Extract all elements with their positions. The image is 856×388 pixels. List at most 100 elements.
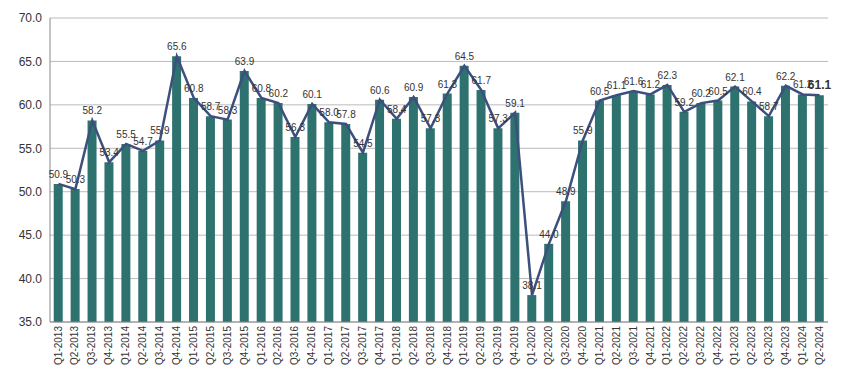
svg-text:65.0: 65.0 [19, 55, 43, 69]
svg-text:64.5: 64.5 [455, 51, 475, 62]
svg-text:60.1: 60.1 [302, 89, 322, 100]
svg-text:60.0: 60.0 [19, 98, 43, 112]
svg-text:53.4: 53.4 [99, 147, 119, 158]
svg-text:58.3: 58.3 [218, 105, 238, 116]
svg-text:65.6: 65.6 [167, 41, 187, 52]
svg-text:60.6: 60.6 [370, 85, 390, 96]
svg-text:54.7: 54.7 [133, 136, 153, 147]
svg-text:Q2-2013: Q2-2013 [69, 326, 80, 365]
svg-text:61.1: 61.1 [808, 78, 832, 92]
svg-text:Q3-2015: Q3-2015 [222, 326, 233, 365]
svg-text:60.4: 60.4 [742, 86, 762, 97]
svg-text:61.3: 61.3 [438, 79, 458, 90]
svg-text:Q2-2019: Q2-2019 [475, 326, 486, 365]
svg-text:Q1-2018: Q1-2018 [391, 326, 402, 365]
svg-text:Q3-2020: Q3-2020 [560, 326, 571, 365]
svg-text:38.1: 38.1 [522, 280, 542, 291]
svg-text:60.8: 60.8 [184, 83, 204, 94]
svg-text:Q1-2014: Q1-2014 [120, 326, 131, 365]
svg-text:Q1-2016: Q1-2016 [256, 326, 267, 365]
svg-text:58.4: 58.4 [387, 104, 407, 115]
svg-text:55.0: 55.0 [19, 142, 43, 156]
svg-text:60.2: 60.2 [269, 88, 289, 99]
svg-text:59.2: 59.2 [674, 96, 694, 108]
svg-text:Q2-2022: Q2-2022 [678, 326, 689, 365]
svg-text:58.0: 58.0 [319, 107, 339, 119]
svg-text:Q2-2021: Q2-2021 [611, 326, 622, 365]
svg-text:55.9: 55.9 [150, 125, 170, 136]
svg-text:58.7: 58.7 [759, 101, 779, 112]
svg-text:60.5: 60.5 [708, 86, 728, 97]
svg-text:Q3-2022: Q3-2022 [695, 326, 706, 365]
svg-text:Q4-2017: Q4-2017 [374, 326, 385, 365]
svg-text:Q2-2020: Q2-2020 [543, 326, 554, 365]
svg-text:Q4-2015: Q4-2015 [239, 326, 250, 365]
svg-text:Q4-2013: Q4-2013 [103, 326, 114, 365]
svg-text:Q4-2019: Q4-2019 [509, 326, 520, 365]
svg-text:54.5: 54.5 [353, 138, 373, 149]
svg-text:Q2-2014: Q2-2014 [137, 326, 148, 365]
svg-text:70.0: 70.0 [19, 11, 43, 25]
svg-text:Q3-2017: Q3-2017 [357, 326, 368, 365]
svg-text:Q1-2015: Q1-2015 [188, 326, 199, 365]
svg-text:55.5: 55.5 [116, 128, 136, 140]
svg-text:Q4-2022: Q4-2022 [712, 326, 723, 365]
svg-text:Q4-2023: Q4-2023 [780, 326, 791, 365]
svg-text:40.0: 40.0 [19, 272, 43, 286]
svg-text:55.9: 55.9 [573, 125, 593, 136]
svg-text:57.8: 57.8 [336, 109, 356, 120]
svg-text:50.9: 50.9 [48, 168, 69, 180]
svg-text:50.3: 50.3 [66, 174, 86, 185]
svg-text:Q3-2023: Q3-2023 [763, 326, 774, 365]
svg-text:Q1-2023: Q1-2023 [729, 326, 740, 365]
svg-text:44.0: 44.0 [539, 229, 559, 240]
svg-text:61.1: 61.1 [606, 80, 627, 92]
svg-text:Q3-2019: Q3-2019 [492, 326, 503, 365]
svg-text:Q3-2013: Q3-2013 [86, 326, 97, 365]
svg-text:Q1-2013: Q1-2013 [53, 326, 64, 365]
svg-text:58.7: 58.7 [200, 101, 221, 113]
svg-text:Q2-2018: Q2-2018 [408, 326, 419, 365]
svg-text:60.5: 60.5 [589, 85, 610, 97]
svg-text:Q3-2014: Q3-2014 [154, 326, 165, 365]
svg-text:Q2-2024: Q2-2024 [814, 326, 825, 365]
svg-text:50.0: 50.0 [19, 185, 43, 199]
svg-text:62.2: 62.2 [776, 70, 796, 82]
svg-text:56.3: 56.3 [286, 122, 306, 133]
svg-text:61.7: 61.7 [472, 75, 492, 86]
svg-text:61.6: 61.6 [623, 76, 644, 87]
svg-text:57.3: 57.3 [488, 113, 508, 124]
svg-text:60.8: 60.8 [251, 82, 272, 94]
svg-text:35.0: 35.0 [19, 315, 43, 329]
svg-text:Q4-2018: Q4-2018 [442, 326, 453, 365]
svg-text:Q3-2018: Q3-2018 [425, 326, 436, 365]
svg-text:63.9: 63.9 [235, 56, 255, 67]
svg-text:62.3: 62.3 [658, 70, 678, 81]
svg-text:Q4-2014: Q4-2014 [171, 326, 182, 365]
svg-text:62.1: 62.1 [725, 72, 745, 83]
svg-text:59.1: 59.1 [505, 98, 525, 109]
svg-text:58.2: 58.2 [83, 105, 103, 116]
svg-text:Q2-2016: Q2-2016 [272, 326, 283, 365]
svg-text:Q1-2021: Q1-2021 [594, 326, 605, 365]
svg-text:Q4-2020: Q4-2020 [577, 326, 588, 365]
svg-text:Q1-2019: Q1-2019 [458, 326, 469, 365]
svg-text:Q2-2015: Q2-2015 [205, 326, 216, 365]
svg-text:Q2-2017: Q2-2017 [340, 326, 351, 365]
svg-text:61.2: 61.2 [792, 79, 813, 91]
svg-text:Q1-2017: Q1-2017 [323, 326, 334, 365]
svg-text:Q3-2021: Q3-2021 [628, 326, 639, 365]
svg-text:Q2-2023: Q2-2023 [746, 326, 757, 365]
svg-text:Q4-2021: Q4-2021 [645, 326, 656, 365]
svg-text:57.3: 57.3 [421, 113, 441, 124]
svg-text:61.2: 61.2 [641, 79, 661, 90]
svg-text:Q1-2020: Q1-2020 [526, 326, 537, 365]
svg-text:Q1-2024: Q1-2024 [797, 326, 808, 365]
svg-text:45.0: 45.0 [19, 228, 43, 242]
svg-text:Q3-2016: Q3-2016 [289, 326, 300, 365]
svg-text:48.9: 48.9 [556, 186, 576, 197]
svg-text:60.2: 60.2 [691, 88, 711, 100]
svg-text:Q4-2016: Q4-2016 [306, 326, 317, 365]
svg-text:Q1-2022: Q1-2022 [661, 326, 672, 365]
svg-text:60.9: 60.9 [404, 82, 424, 93]
